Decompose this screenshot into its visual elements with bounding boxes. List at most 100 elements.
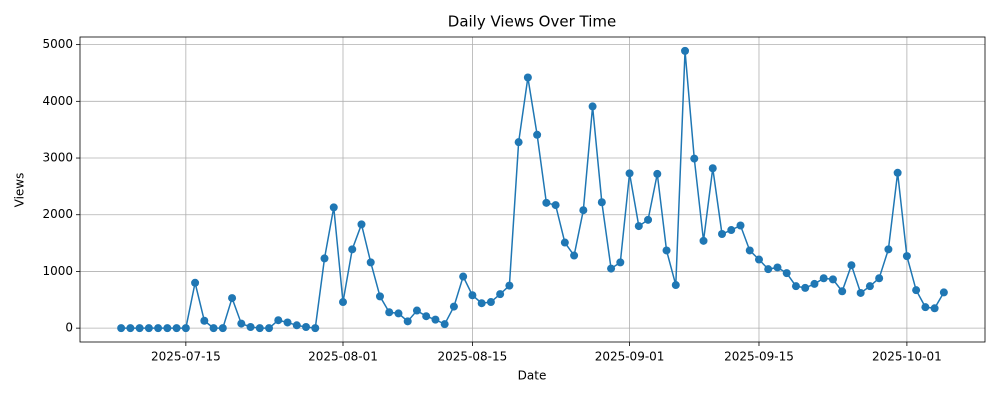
- marker: [329, 203, 338, 212]
- marker: [338, 298, 347, 307]
- marker: [681, 46, 690, 55]
- marker: [856, 288, 865, 297]
- marker: [745, 246, 754, 255]
- marker: [662, 246, 671, 255]
- marker: [320, 254, 329, 263]
- x-tick-label: 2025-07-15: [151, 350, 221, 364]
- y-tick-label: 0: [65, 321, 73, 335]
- marker: [912, 286, 921, 295]
- marker: [570, 251, 579, 260]
- marker: [865, 282, 874, 291]
- marker: [893, 168, 902, 177]
- marker: [625, 169, 634, 178]
- marker: [302, 323, 311, 332]
- y-tick-label: 2000: [42, 207, 73, 221]
- marker: [523, 73, 532, 82]
- marker: [431, 315, 440, 324]
- marker: [782, 269, 791, 278]
- marker: [718, 230, 727, 239]
- marker: [154, 324, 163, 333]
- marker: [477, 299, 486, 308]
- marker: [468, 291, 477, 300]
- plot-frame: [79, 36, 986, 343]
- marker: [930, 304, 939, 313]
- chart-title: Daily Views Over Time: [448, 13, 616, 31]
- marker: [847, 261, 856, 270]
- marker: [144, 324, 153, 333]
- marker: [422, 312, 431, 321]
- marker: [366, 258, 375, 267]
- marker: [255, 324, 264, 333]
- marker: [634, 222, 643, 231]
- marker: [172, 324, 181, 333]
- marker: [690, 154, 699, 163]
- marker: [644, 215, 653, 224]
- marker: [394, 309, 403, 318]
- marker: [579, 206, 588, 215]
- marker: [135, 324, 144, 333]
- line: [121, 50, 945, 329]
- marker: [440, 320, 449, 329]
- y-tick-label: 4000: [42, 94, 73, 108]
- y-tick-label: 1000: [42, 264, 73, 278]
- marker: [764, 265, 773, 274]
- marker: [699, 236, 708, 245]
- marker: [357, 220, 366, 229]
- marker: [265, 324, 274, 333]
- marker: [607, 264, 616, 273]
- marker: [551, 201, 560, 210]
- marker: [237, 319, 246, 328]
- y-tick-label: 3000: [42, 151, 73, 165]
- marker: [791, 282, 800, 291]
- marker: [939, 288, 948, 297]
- marker: [727, 226, 736, 235]
- marker: [348, 245, 357, 254]
- marker: [773, 263, 782, 272]
- marker: [412, 306, 421, 315]
- marker: [671, 281, 680, 290]
- y-tick-label: 5000: [42, 37, 73, 51]
- marker: [754, 255, 763, 264]
- marker: [819, 274, 828, 283]
- marker: [708, 164, 717, 173]
- marker: [828, 275, 837, 284]
- marker: [274, 316, 283, 325]
- marker: [200, 316, 209, 325]
- marker: [875, 274, 884, 283]
- marker: [838, 287, 847, 296]
- marker: [597, 198, 606, 207]
- x-tick-label: 2025-08-01: [308, 350, 378, 364]
- marker: [375, 292, 384, 301]
- x-tick-label: 2025-10-01: [872, 350, 942, 364]
- marker: [486, 298, 495, 307]
- marker: [209, 324, 218, 333]
- marker: [505, 281, 514, 290]
- marker: [884, 245, 893, 254]
- marker: [542, 198, 551, 207]
- marker: [653, 169, 662, 178]
- marker: [449, 302, 458, 311]
- marker: [810, 279, 819, 288]
- marker: [902, 252, 911, 261]
- marker: [560, 238, 569, 247]
- marker: [514, 138, 523, 147]
- x-tick-label: 2025-08-15: [438, 350, 508, 364]
- marker: [533, 130, 542, 139]
- marker: [616, 258, 625, 267]
- marker: [283, 318, 292, 327]
- marker: [311, 324, 320, 333]
- marker: [459, 272, 468, 281]
- marker: [403, 317, 412, 326]
- marker: [385, 308, 394, 317]
- x-tick-label: 2025-09-01: [595, 350, 665, 364]
- marker: [246, 323, 255, 332]
- marker: [163, 324, 172, 333]
- marker: [736, 221, 745, 230]
- marker: [801, 283, 810, 292]
- marker: [496, 290, 505, 299]
- marker: [292, 321, 301, 330]
- marker: [228, 294, 237, 303]
- marker: [588, 102, 597, 111]
- marker: [181, 324, 190, 333]
